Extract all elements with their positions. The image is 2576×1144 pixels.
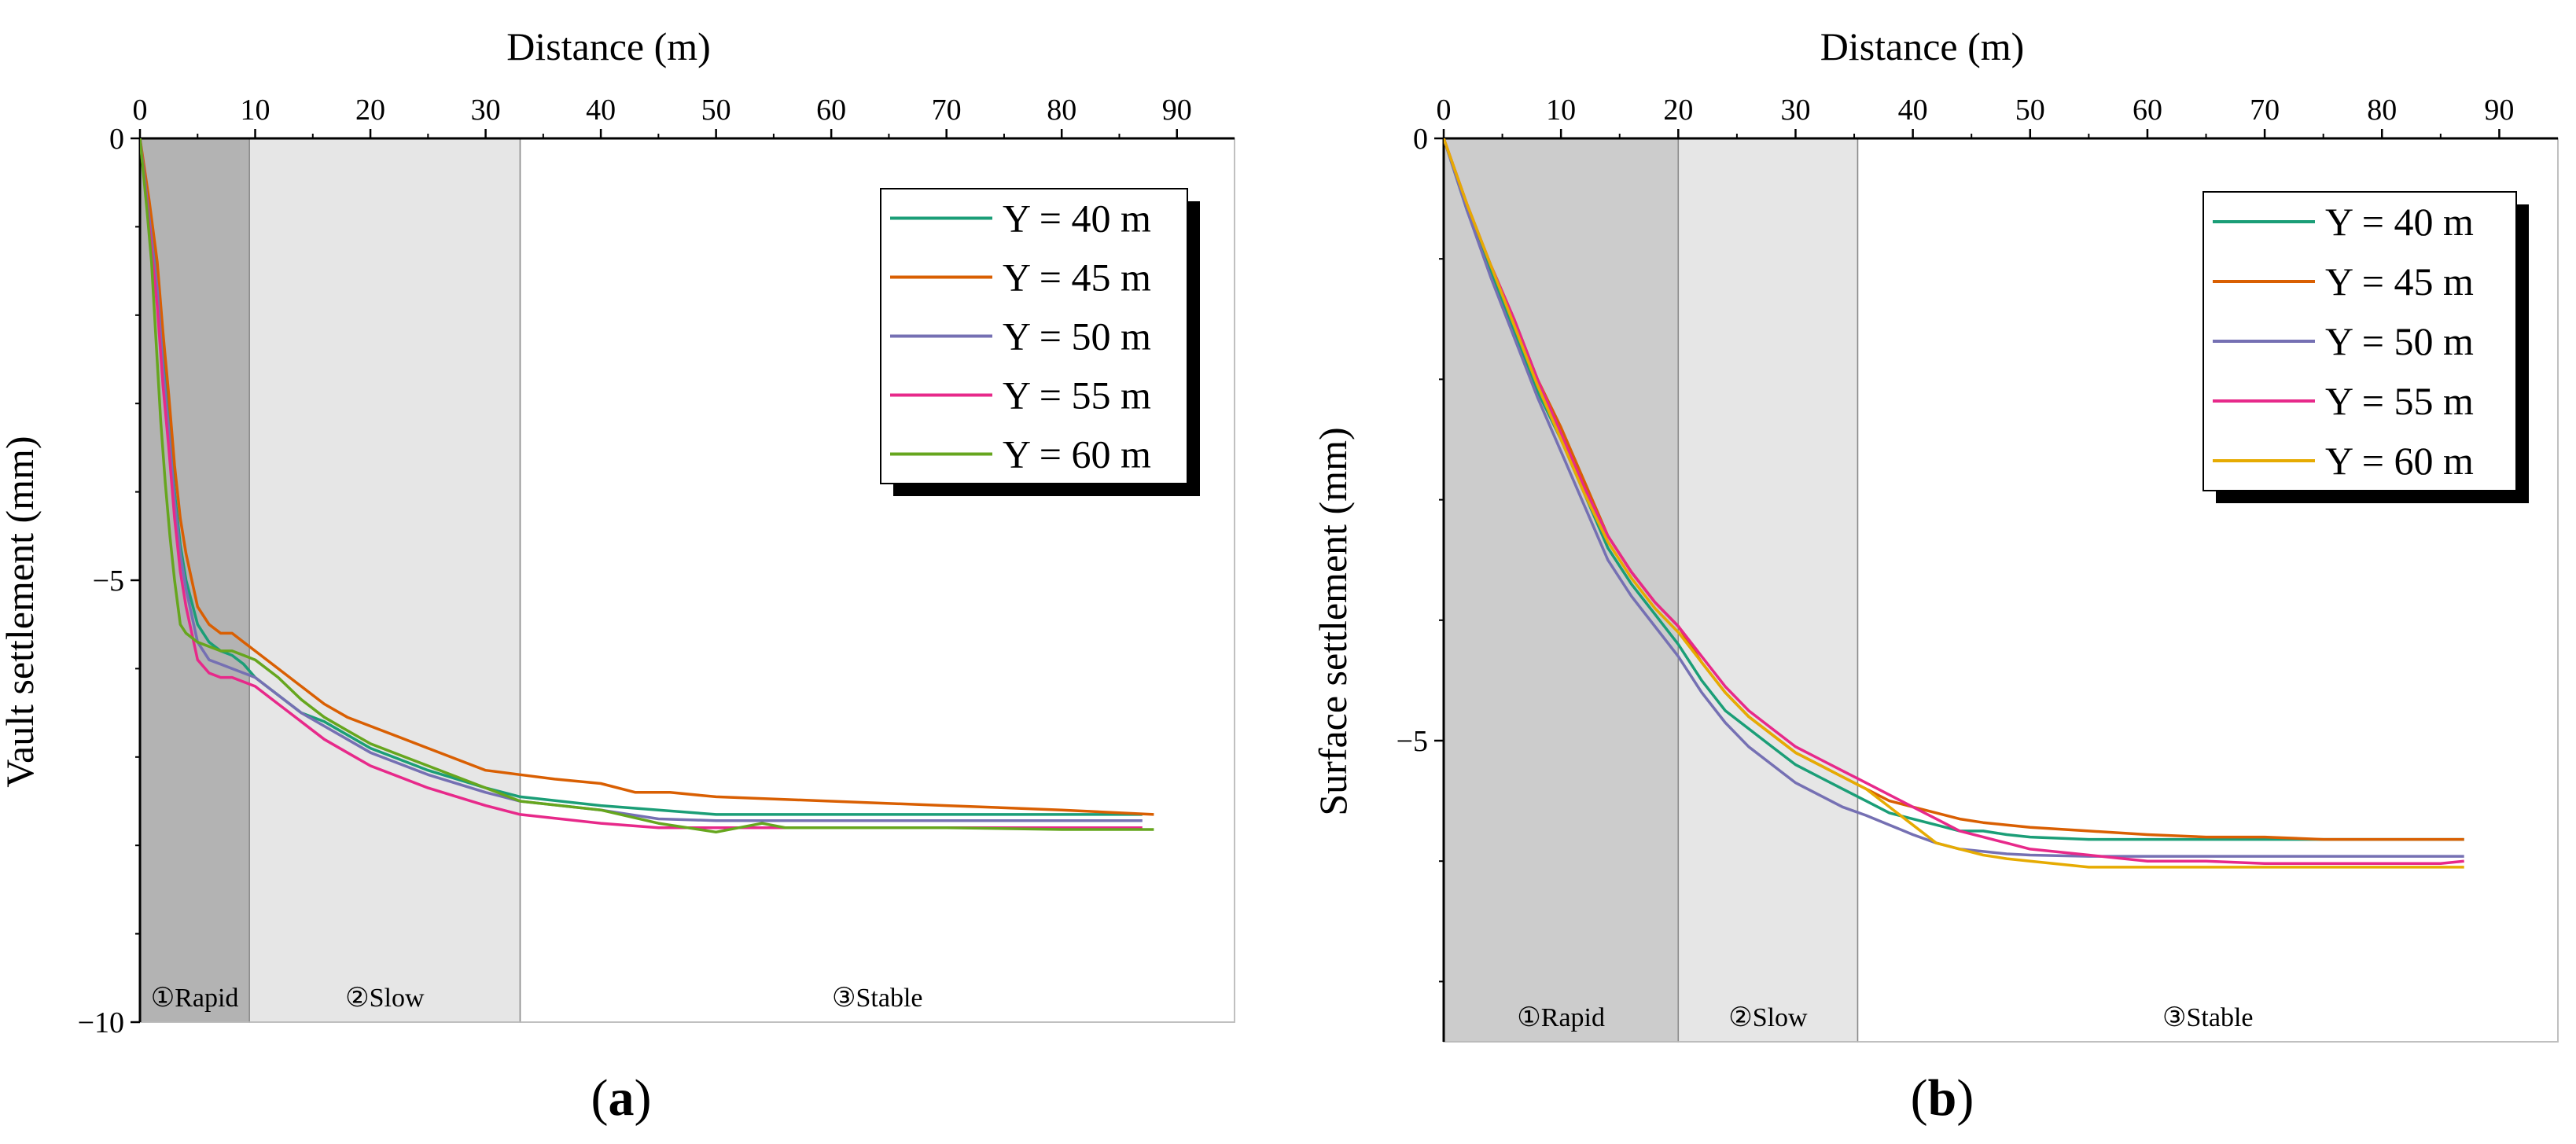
series-line-5 [140, 138, 1154, 834]
x-axis-title: Distance (m) [1820, 24, 2025, 68]
zone-2 [1677, 138, 1859, 1043]
zone-2 [248, 138, 521, 1023]
x-tick-label: 40 [1898, 94, 1928, 127]
x-tick-label: 60 [2133, 94, 2162, 127]
x-tick-label: 20 [1663, 94, 1693, 127]
legend-label: Y = 40 m [2325, 200, 2474, 244]
series-line-4 [140, 138, 1143, 829]
x-tick-label: 70 [2250, 94, 2280, 127]
x-tick-label: 50 [701, 94, 731, 127]
x-tick-label: 10 [241, 94, 270, 127]
y-axis-title: Surface settlement (mm) [1311, 427, 1355, 815]
legend-label: Y = 60 m [1003, 432, 1151, 476]
y-tick-label: −10 [78, 1006, 124, 1039]
zone-label: ③Stable [2162, 1003, 2253, 1032]
x-axis-title: Distance (m) [506, 24, 711, 68]
x-tick-label: 40 [586, 94, 616, 127]
legend-label: Y = 55 m [1003, 373, 1151, 418]
x-tick-label: 90 [2484, 94, 2514, 127]
panel-b: ①Rapid ②Slow ③Stable 0 10 20 30 40 50 60 70 80 90 0 −5… [1311, 24, 2559, 1127]
y-tick-label: 0 [1413, 123, 1428, 156]
zone-label: ②Slow [345, 984, 425, 1013]
series-line-3 [140, 138, 1143, 822]
series-line-4 [1444, 138, 2464, 866]
legend-label: Y = 55 m [2325, 379, 2474, 423]
legend-label: Y = 45 m [1003, 256, 1151, 300]
y-tick-label: −5 [93, 565, 124, 598]
x-tick-label: 80 [1047, 94, 1076, 127]
series-line-3 [1444, 138, 2464, 858]
panel-a: ①Rapid ②Slow ③Stable 0 10 20 30 40 50 60 70 80 90 0 −5… [0, 24, 1235, 1127]
x-tick-label: 70 [932, 94, 962, 127]
x-tick-label: 50 [2015, 94, 2045, 127]
legend-label: Y = 40 m [1003, 197, 1151, 241]
series-line-2 [140, 138, 1154, 816]
y-tick-label: −5 [1397, 725, 1428, 758]
zone-label: ③Stable [832, 984, 922, 1013]
zone-1 [1443, 138, 1680, 1043]
y-tick-label: 0 [109, 123, 124, 156]
x-tick-label: 10 [1546, 94, 1576, 127]
panel-label: (b) [1911, 1069, 1974, 1127]
x-tick-label: 0 [1437, 94, 1452, 127]
x-tick-label: 60 [816, 94, 846, 127]
panel-letter: b [1928, 1069, 1957, 1127]
panel-letter: a [609, 1069, 635, 1127]
legend-label: Y = 50 m [1003, 315, 1151, 359]
zone-label: ②Slow [1728, 1003, 1808, 1032]
x-tick-label: 80 [2367, 94, 2397, 127]
x-tick-label: 30 [471, 94, 501, 127]
zone-label: ①Rapid [151, 984, 239, 1013]
series-line-5 [1444, 138, 2464, 869]
x-tick-label: 30 [1780, 94, 1810, 127]
x-tick-label: 20 [355, 94, 385, 127]
panel-label: (a) [591, 1069, 652, 1127]
zone-label: ①Rapid [1517, 1003, 1605, 1032]
x-tick-label: 90 [1162, 94, 1192, 127]
legend-label: Y = 45 m [2325, 259, 2474, 303]
legend-label: Y = 50 m [2325, 319, 2474, 363]
x-tick-label: 0 [133, 94, 148, 127]
y-axis-title: Vault settlement (mm) [0, 436, 42, 787]
legend-label: Y = 60 m [2325, 439, 2474, 483]
